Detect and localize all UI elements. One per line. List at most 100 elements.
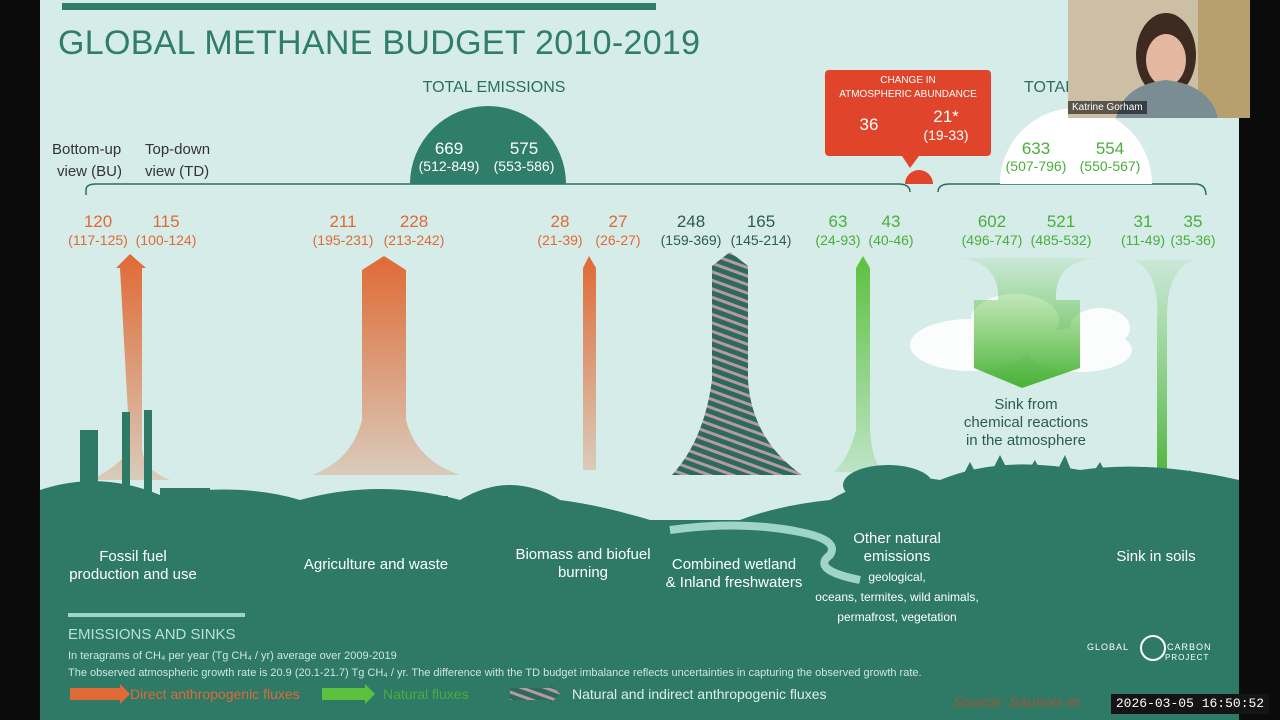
other-natural-arrow [834, 256, 882, 472]
label-line1: Combined wetland [671, 556, 797, 573]
emissions-bracket [85, 183, 911, 195]
legend-direct-arrow [70, 684, 130, 704]
detail-line1: geological, [868, 570, 926, 584]
slide: GLOBAL METHANE BUDGET 2010-2019 TOTAL EM… [40, 0, 1239, 720]
forest [950, 455, 1239, 505]
total-sinks-label: TOTAL [1024, 79, 1075, 96]
label-other-natural: Other natural emissions [853, 530, 941, 566]
legend-indirect-arrow [510, 684, 560, 704]
range-td: (35-36) [1170, 232, 1216, 248]
value-td: 228 [399, 212, 429, 231]
logo-text-2: CARBON [1167, 642, 1212, 652]
label-line3: in the atmosphere [965, 432, 1087, 449]
range-bu: (117-125) [68, 232, 128, 248]
river [669, 521, 861, 584]
biomass-arrow [583, 256, 596, 470]
label-wetland: Combined wetland & Inland freshwaters [666, 556, 803, 592]
participant-name: Katrine Gorham [1068, 101, 1147, 114]
detail-line2: oceans, termites, wild animals, [815, 590, 979, 604]
value-bu: 602 [977, 212, 1007, 231]
total-emissions-bu: 669 [434, 139, 464, 158]
change-td: 21* [933, 107, 959, 126]
detail-line3: permafrost, vegetation [837, 610, 957, 624]
label-soil-sink: Sink in soils [1116, 548, 1196, 565]
change-label-1: CHANGE IN [880, 75, 936, 86]
wetland-arrow [672, 252, 802, 475]
total-sinks-td: 554 [1095, 139, 1125, 158]
value-td: 115 [152, 212, 180, 231]
range-td: (40-46) [868, 232, 914, 248]
change-marker [905, 170, 933, 184]
logo-text-1: GLOBAL [1087, 642, 1130, 652]
sinks-bracket [937, 183, 1207, 196]
label-line1: Other natural [853, 530, 941, 547]
value-bu: 63 [828, 212, 848, 231]
value-bu: 211 [329, 212, 357, 231]
range-td: (145-214) [730, 232, 792, 248]
other-natural-detail: geological, oceans, termites, wild anima… [815, 567, 978, 627]
fossil-fuel-arrow [90, 254, 170, 480]
label-biomass: Biomass and biofuel burning [515, 546, 650, 582]
change-bu: 36 [859, 115, 879, 134]
change-pointer [902, 156, 919, 168]
range-bu: (496-747) [961, 232, 1023, 248]
change-box: CHANGE IN ATMOSPHERIC ABUNDANCE 36 21* (… [825, 70, 991, 156]
value-td: 27 [608, 212, 628, 231]
total-sinks-bu: 633 [1021, 139, 1051, 158]
page-title: GLOBAL METHANE BUDGET 2010-2019 [58, 24, 701, 62]
tree [843, 465, 933, 515]
legend-natural-arrow [322, 684, 375, 704]
value-td: 165 [746, 212, 776, 231]
label-agriculture: Agriculture and waste [303, 556, 449, 573]
value-bu: 120 [83, 212, 113, 231]
logo-text-3: PROJECT [1165, 653, 1210, 662]
agriculture-arrow [312, 256, 460, 475]
range-td: (213-242) [383, 232, 445, 248]
label-line1: Biomass and biofuel [515, 546, 651, 563]
bu-view-label: Bottom-up view (BU) [52, 139, 122, 183]
legend-growth: The observed atmospheric growth rate is … [68, 667, 922, 679]
bu-view-line1: Bottom-up [52, 141, 122, 158]
label-line2: & Inland freshwaters [665, 574, 803, 591]
label-line1: Fossil fuel [99, 548, 167, 565]
soil-sink-arrow [1132, 260, 1194, 488]
range-bu: (159-369) [660, 232, 722, 248]
total-emissions-bu-range: (512-849) [418, 158, 480, 174]
range-bu: (11-49) [1120, 232, 1166, 248]
label-line2: chemical reactions [963, 414, 1089, 431]
source-credit: Source: Saunois et [953, 694, 1080, 711]
td-view-label: Top-down view (TD) [145, 139, 210, 183]
range-td: (26-27) [595, 232, 641, 248]
legend-heading: EMISSIONS AND SINKS [68, 626, 236, 643]
chemical-sink-arrow [958, 258, 1096, 388]
label-line1: Sink from [994, 396, 1058, 413]
label-line2: burning [557, 564, 609, 581]
total-sinks-td-range: (550-567) [1079, 158, 1141, 174]
legend-indirect: Natural and indirect anthropogenic fluxe… [572, 686, 827, 702]
range-bu: (21-39) [537, 232, 583, 248]
value-bu: 248 [676, 212, 706, 231]
webcam-tile[interactable]: Katrine Gorham [1068, 0, 1250, 118]
value-bu: 31 [1133, 212, 1153, 231]
value-bu: 28 [550, 212, 570, 231]
farm-machinery [226, 495, 448, 519]
td-view-line2: view (TD) [145, 163, 210, 180]
legend-direct: Direct anthropogenic fluxes [130, 686, 300, 702]
factory [57, 410, 210, 520]
range-bu: (24-93) [815, 232, 861, 248]
timestamp: 2026-03-05 16:50:52 [1111, 694, 1269, 714]
value-td: 35 [1183, 212, 1203, 231]
ground [40, 464, 1239, 720]
logo-mark [1140, 635, 1166, 661]
change-label-2: ATMOSPHERIC ABUNDANCE [839, 89, 977, 100]
range-td: (100-124) [135, 232, 197, 248]
range-td: (485-532) [1030, 232, 1092, 248]
total-emissions-td-range: (553-586) [493, 158, 555, 174]
label-chemical-sink: Sink from chemical reactions in the atmo… [964, 396, 1088, 450]
bu-view-line2: view (BU) [57, 163, 123, 180]
td-view-line1: Top-down [145, 141, 211, 158]
total-sinks-dome [1000, 108, 1152, 184]
range-bu: (195-231) [312, 232, 374, 248]
legend-units: In teragrams of CH₄ per year (Tg CH₄ / y… [68, 650, 397, 662]
total-emissions-dome [410, 106, 566, 184]
